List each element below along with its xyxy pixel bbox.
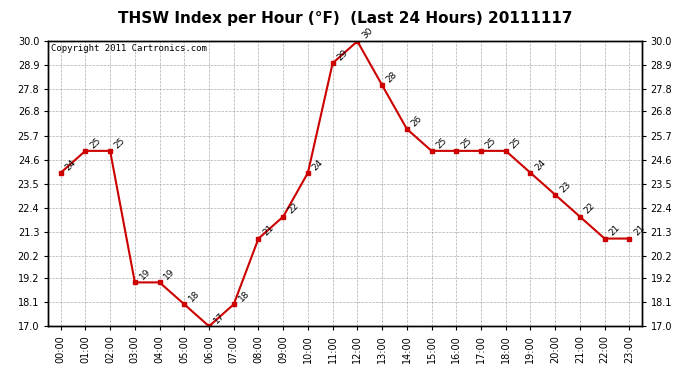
- Text: Copyright 2011 Cartronics.com: Copyright 2011 Cartronics.com: [51, 44, 207, 53]
- Text: 24: 24: [63, 158, 78, 172]
- Text: 28: 28: [385, 70, 400, 84]
- Text: 19: 19: [162, 267, 177, 282]
- Text: 29: 29: [335, 48, 350, 62]
- Text: 30: 30: [360, 26, 375, 40]
- Text: 25: 25: [88, 136, 103, 150]
- Text: 17: 17: [212, 311, 226, 326]
- Text: 23: 23: [558, 180, 572, 194]
- Text: 25: 25: [113, 136, 127, 150]
- Text: 25: 25: [484, 136, 498, 150]
- Text: 24: 24: [310, 158, 325, 172]
- Text: 26: 26: [410, 114, 424, 128]
- Text: 25: 25: [459, 136, 473, 150]
- Text: 21: 21: [632, 224, 647, 238]
- Text: THSW Index per Hour (°F)  (Last 24 Hours) 20111117: THSW Index per Hour (°F) (Last 24 Hours)…: [118, 11, 572, 26]
- Text: 24: 24: [533, 158, 548, 172]
- Text: 19: 19: [137, 267, 152, 282]
- Text: 25: 25: [434, 136, 448, 150]
- Text: 21: 21: [607, 224, 622, 238]
- Text: 18: 18: [187, 289, 201, 303]
- Text: 22: 22: [582, 201, 597, 216]
- Text: 21: 21: [262, 224, 275, 238]
- Text: 22: 22: [286, 201, 300, 216]
- Text: 25: 25: [509, 136, 523, 150]
- Text: 18: 18: [237, 289, 251, 303]
